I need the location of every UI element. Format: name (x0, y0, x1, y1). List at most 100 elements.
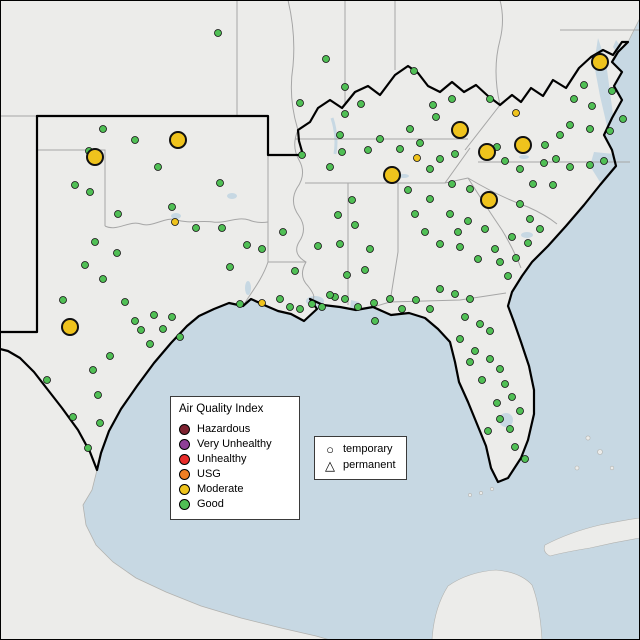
station-marker-good[interactable] (529, 180, 537, 188)
station-marker-good[interactable] (296, 305, 304, 313)
station-marker-good[interactable] (168, 203, 176, 211)
station-marker-good[interactable] (588, 102, 596, 110)
station-marker-good[interactable] (341, 83, 349, 91)
station-marker-good[interactable] (99, 125, 107, 133)
station-marker-good[interactable] (516, 407, 524, 415)
station-marker-good[interactable] (501, 380, 509, 388)
station-marker-good[interactable] (106, 352, 114, 360)
station-marker-good[interactable] (322, 55, 330, 63)
station-marker-good[interactable] (461, 313, 469, 321)
station-marker-good[interactable] (448, 95, 456, 103)
station-marker-good[interactable] (606, 127, 614, 135)
station-marker-good[interactable] (566, 163, 574, 171)
station-marker-good[interactable] (84, 444, 92, 452)
station-marker-good[interactable] (521, 455, 529, 463)
station-marker-good[interactable] (86, 188, 94, 196)
station-marker-good[interactable] (89, 366, 97, 374)
station-marker-good[interactable] (396, 145, 404, 153)
station-marker-good[interactable] (279, 228, 287, 236)
station-marker-good[interactable] (486, 327, 494, 335)
station-marker-good[interactable] (556, 131, 564, 139)
station-marker-good[interactable] (137, 326, 145, 334)
station-marker-good[interactable] (496, 365, 504, 373)
station-marker-good[interactable] (412, 296, 420, 304)
station-marker-good[interactable] (226, 263, 234, 271)
station-marker-moderate-large[interactable] (61, 318, 79, 336)
station-marker-good[interactable] (338, 148, 346, 156)
station-marker-good[interactable] (586, 125, 594, 133)
station-marker-good[interactable] (341, 110, 349, 118)
station-marker-moderate-large[interactable] (383, 166, 401, 184)
station-marker-good[interactable] (536, 225, 544, 233)
station-marker-moderate-large[interactable] (480, 191, 498, 209)
station-marker-good[interactable] (432, 113, 440, 121)
station-marker-good[interactable] (436, 240, 444, 248)
station-marker-good[interactable] (466, 295, 474, 303)
station-marker-good[interactable] (496, 415, 504, 423)
station-marker-good[interactable] (426, 165, 434, 173)
station-marker-good[interactable] (486, 95, 494, 103)
station-marker-good[interactable] (493, 399, 501, 407)
station-marker-good[interactable] (357, 100, 365, 108)
station-marker-good[interactable] (456, 243, 464, 251)
station-marker-good[interactable] (454, 228, 462, 236)
station-marker-good[interactable] (326, 163, 334, 171)
station-marker-good[interactable] (318, 303, 326, 311)
station-marker-moderate[interactable] (413, 154, 421, 162)
station-marker-moderate[interactable] (171, 218, 179, 226)
station-marker-good[interactable] (474, 255, 482, 263)
station-marker-good[interactable] (81, 261, 89, 269)
station-marker-moderate-large[interactable] (451, 121, 469, 139)
station-marker-good[interactable] (291, 267, 299, 275)
station-marker-good[interactable] (506, 425, 514, 433)
station-marker-good[interactable] (308, 300, 316, 308)
station-marker-good[interactable] (580, 81, 588, 89)
station-marker-good[interactable] (406, 125, 414, 133)
station-marker-good[interactable] (398, 305, 406, 313)
station-marker-good[interactable] (354, 303, 362, 311)
station-marker-good[interactable] (371, 317, 379, 325)
station-marker-good[interactable] (508, 233, 516, 241)
station-marker-good[interactable] (131, 317, 139, 325)
station-marker-good[interactable] (512, 254, 520, 262)
station-marker-good[interactable] (351, 221, 359, 229)
station-marker-good[interactable] (386, 295, 394, 303)
station-marker-good[interactable] (113, 249, 121, 257)
station-marker-good[interactable] (524, 239, 532, 247)
station-marker-good[interactable] (566, 121, 574, 129)
station-marker-good[interactable] (71, 181, 79, 189)
station-marker-good[interactable] (504, 272, 512, 280)
station-marker-good[interactable] (501, 157, 509, 165)
station-marker-good[interactable] (476, 320, 484, 328)
station-marker-moderate-large[interactable] (169, 131, 187, 149)
station-marker-good[interactable] (43, 376, 51, 384)
station-marker-good[interactable] (491, 245, 499, 253)
station-marker-good[interactable] (410, 67, 418, 75)
station-marker-good[interactable] (364, 146, 372, 154)
station-marker-good[interactable] (94, 391, 102, 399)
station-marker-good[interactable] (526, 215, 534, 223)
station-marker-good[interactable] (343, 271, 351, 279)
station-marker-good[interactable] (214, 29, 222, 37)
station-marker-good[interactable] (218, 224, 226, 232)
station-marker-good[interactable] (481, 225, 489, 233)
station-marker-good[interactable] (258, 245, 266, 253)
station-marker-good[interactable] (154, 163, 162, 171)
station-marker-good[interactable] (552, 155, 560, 163)
station-marker-good[interactable] (243, 241, 251, 249)
station-marker-good[interactable] (540, 159, 548, 167)
station-marker-good[interactable] (376, 135, 384, 143)
station-marker-good[interactable] (121, 298, 129, 306)
station-marker-good[interactable] (298, 151, 306, 159)
station-marker-good[interactable] (69, 413, 77, 421)
station-marker-good[interactable] (464, 217, 472, 225)
station-marker-good[interactable] (404, 186, 412, 194)
station-marker-good[interactable] (59, 296, 67, 304)
station-marker-good[interactable] (570, 95, 578, 103)
station-marker-good[interactable] (429, 101, 437, 109)
station-marker-good[interactable] (131, 136, 139, 144)
station-marker-good[interactable] (496, 258, 504, 266)
station-marker-good[interactable] (150, 311, 158, 319)
station-marker-good[interactable] (146, 340, 154, 348)
station-marker-good[interactable] (446, 210, 454, 218)
